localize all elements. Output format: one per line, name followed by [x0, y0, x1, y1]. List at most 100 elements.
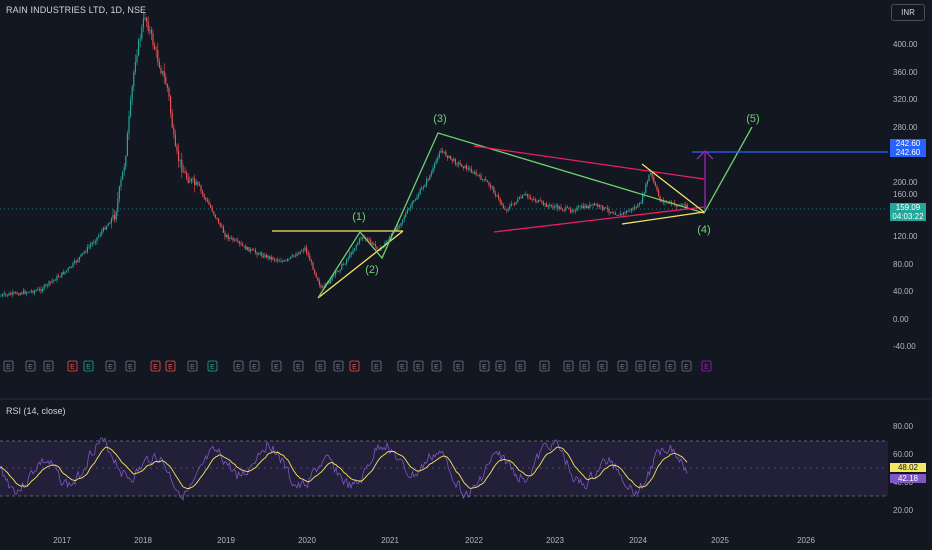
candle-body	[421, 187, 423, 190]
earnings-event-marker[interactable]	[413, 360, 424, 372]
candle-body	[542, 201, 544, 205]
price-axis-label: 200.00	[893, 178, 918, 187]
candle-body	[130, 99, 132, 117]
wedge-lower-line[interactable]	[621, 211, 705, 225]
candle-body	[405, 213, 407, 218]
earnings-event-marker[interactable]	[681, 360, 692, 372]
candle-body	[654, 182, 656, 187]
earnings-event-marker[interactable]	[579, 360, 590, 372]
candle-body	[488, 182, 490, 185]
earnings-event-marker[interactable]	[495, 360, 506, 372]
earnings-event-marker[interactable]	[43, 360, 54, 372]
candle-body	[179, 159, 181, 161]
currency-button[interactable]: INR	[891, 4, 925, 21]
candle-body	[528, 196, 530, 198]
candle-body	[42, 289, 44, 292]
candle-body	[62, 272, 64, 275]
earnings-event-marker[interactable]	[293, 360, 304, 372]
drawings[interactable]	[272, 126, 888, 299]
candle-body	[78, 256, 80, 261]
earnings-event-marker[interactable]	[249, 360, 260, 372]
earnings-event-marker[interactable]	[150, 360, 161, 372]
earnings-event-marker[interactable]	[67, 360, 78, 372]
earnings-event-marker[interactable]	[701, 360, 712, 372]
earnings-event-marker[interactable]	[271, 360, 282, 372]
candle-body	[250, 249, 252, 252]
candle-body	[347, 258, 349, 260]
candle-body	[80, 254, 82, 257]
earnings-event-marker[interactable]	[617, 360, 628, 372]
candle-body	[587, 205, 589, 209]
candle-body	[501, 202, 503, 206]
time-axis-label: 2024	[629, 536, 647, 545]
earnings-event-marker[interactable]	[665, 360, 676, 372]
candle-body	[298, 253, 300, 255]
rsi-band	[0, 441, 888, 496]
rsi-indicator-title[interactable]: RSI (14, close)	[6, 406, 66, 416]
earnings-event-marker[interactable]	[563, 360, 574, 372]
earnings-event-marker[interactable]	[233, 360, 244, 372]
earnings-event-marker[interactable]	[349, 360, 360, 372]
candle-body	[339, 269, 341, 272]
earnings-event-marker[interactable]	[635, 360, 646, 372]
wedge-upper-line[interactable]	[641, 163, 705, 213]
candle-body	[334, 271, 336, 276]
candle-body	[317, 277, 319, 281]
earnings-event-marker[interactable]	[431, 360, 442, 372]
triangle-lower-line[interactable]	[493, 206, 705, 233]
candle-body	[93, 242, 95, 244]
earnings-event-marker[interactable]	[3, 360, 14, 372]
candle-body	[368, 239, 370, 241]
candle-body	[296, 253, 298, 257]
candle-body	[480, 175, 482, 180]
earnings-event-marker[interactable]	[207, 360, 218, 372]
candle-body	[16, 292, 18, 295]
price-axis-label: 400.00	[893, 40, 918, 49]
candle-body	[677, 205, 679, 207]
earnings-event-marker[interactable]	[315, 360, 326, 372]
earnings-event-label: E	[6, 364, 11, 371]
candle-body	[624, 212, 626, 214]
earnings-event-marker[interactable]	[105, 360, 116, 372]
candle-body	[198, 184, 200, 186]
elliott-wave-path[interactable]	[317, 126, 753, 299]
earnings-event-marker[interactable]	[371, 360, 382, 372]
earnings-event-label: E	[374, 364, 379, 371]
candle-body	[306, 247, 308, 253]
earnings-event-label: E	[236, 364, 241, 371]
price-axis-label: -40.00	[893, 342, 916, 351]
candle-body	[418, 194, 420, 198]
time-axis-label: 2018	[134, 536, 152, 545]
earnings-event-marker[interactable]	[187, 360, 198, 372]
earnings-event-marker[interactable]	[83, 360, 94, 372]
earnings-event-marker[interactable]	[333, 360, 344, 372]
candle-body	[600, 205, 602, 207]
price-axis-label: 160.00	[893, 190, 918, 199]
earnings-event-marker[interactable]	[539, 360, 550, 372]
candle-body	[632, 208, 634, 210]
target-arrow-head	[696, 150, 714, 160]
earnings-event-marker[interactable]	[397, 360, 408, 372]
triangle-upper-line[interactable]	[473, 145, 705, 180]
earnings-event-marker[interactable]	[515, 360, 526, 372]
candle-body	[22, 290, 24, 294]
candle-body	[403, 217, 405, 220]
candle-body	[490, 184, 492, 188]
candle-body	[168, 87, 170, 97]
chart-title[interactable]: RAIN INDUSTRIES LTD, 1D, NSE	[6, 5, 147, 15]
earnings-event-marker[interactable]	[597, 360, 608, 372]
earnings-event-marker[interactable]	[453, 360, 464, 372]
candle-body	[517, 199, 519, 202]
earnings-event-label: E	[600, 364, 605, 371]
earnings-event-marker[interactable]	[25, 360, 36, 372]
candle-body	[102, 227, 104, 232]
earnings-event-label: E	[652, 364, 657, 371]
earnings-event-marker[interactable]	[649, 360, 660, 372]
earnings-event-marker[interactable]	[479, 360, 490, 372]
earnings-event-marker[interactable]	[125, 360, 136, 372]
earnings-event-marker[interactable]	[165, 360, 176, 372]
candle-body	[400, 223, 402, 226]
candle-body	[328, 281, 330, 284]
earnings-event-label: E	[400, 364, 405, 371]
